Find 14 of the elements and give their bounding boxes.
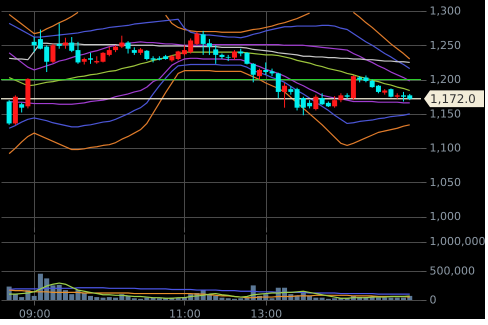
y-tick-label: 1,200 bbox=[430, 73, 461, 86]
x-tick-label: 13:00 bbox=[250, 308, 282, 320]
y-tick-label: 1,000 bbox=[430, 210, 461, 224]
y-tick-label: 1,300 bbox=[430, 4, 461, 18]
y-tick-label: 1,150 bbox=[430, 107, 461, 120]
y-tick-label: 1,250 bbox=[430, 38, 461, 52]
ref-line-label: 1,172.0 bbox=[430, 92, 476, 106]
y-tick-label: 1,000,000 bbox=[430, 235, 486, 248]
x-tick-label: 11:00 bbox=[169, 308, 201, 320]
y-tick-label: 1,050 bbox=[430, 176, 461, 189]
y-tick-label: 500,000 bbox=[430, 264, 475, 278]
x-tick-label: 09:00 bbox=[18, 308, 51, 320]
y-tick-label: 1,100 bbox=[430, 142, 461, 155]
y-tick-label: 0 bbox=[430, 294, 436, 306]
